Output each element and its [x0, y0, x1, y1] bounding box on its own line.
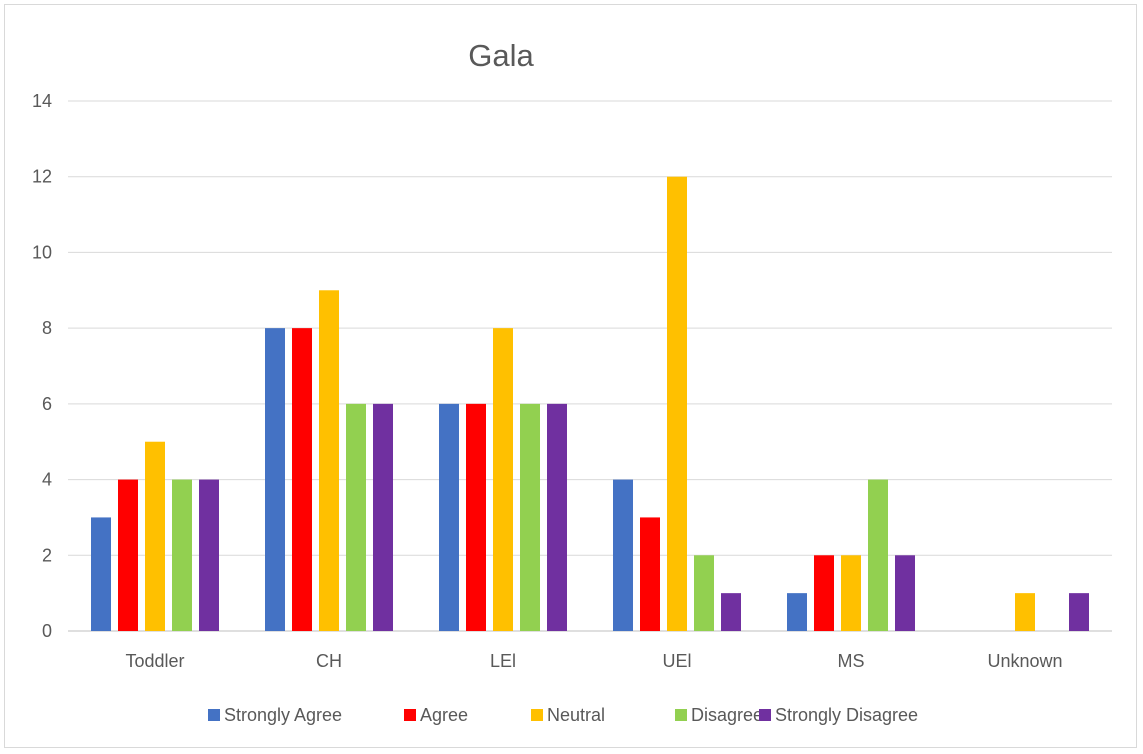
- legend-label: Neutral: [547, 705, 605, 725]
- legend-swatch: [208, 709, 220, 721]
- bar: [265, 328, 285, 631]
- legend-label: Disagree: [691, 705, 763, 725]
- gridlines: [68, 100, 1112, 632]
- bar: [466, 403, 486, 631]
- chart-title: Gala: [468, 38, 534, 73]
- x-tick-label: Unknown: [987, 651, 1062, 671]
- y-tick-label: 0: [42, 621, 52, 641]
- legend-label: Strongly Disagree: [775, 705, 918, 725]
- legend-label: Agree: [420, 705, 468, 725]
- x-tick-label: UEl: [662, 651, 691, 671]
- x-axis-ticks: Toddler CH LEl UEl MS Unknown: [125, 651, 1062, 671]
- y-tick-label: 4: [42, 470, 52, 490]
- x-tick-label: Toddler: [125, 651, 184, 671]
- bar: [520, 403, 540, 631]
- bar-chart: Gala 0 2 4 6 8 10 12 14 Toddler CH LEl UEl MS Unknow…: [32, 38, 1112, 725]
- bar: [172, 479, 192, 631]
- bar: [199, 479, 219, 631]
- legend-swatch: [531, 709, 543, 721]
- bar: [640, 517, 660, 631]
- bar: [814, 555, 834, 631]
- bar: [1069, 593, 1089, 631]
- bar: [868, 479, 888, 631]
- y-tick-label: 8: [42, 318, 52, 338]
- bar: [1015, 593, 1035, 631]
- bar: [694, 555, 714, 631]
- bar: [91, 517, 111, 631]
- x-tick-label: CH: [316, 651, 342, 671]
- bars: [91, 176, 1089, 631]
- legend-swatch: [404, 709, 416, 721]
- bar: [118, 479, 138, 631]
- bar: [613, 479, 633, 631]
- y-tick-label: 12: [32, 167, 52, 187]
- legend: Strongly Agree Agree Neutral Disagree Strong…: [208, 705, 918, 725]
- bar: [439, 403, 459, 631]
- bar: [895, 555, 915, 631]
- bar: [841, 555, 861, 631]
- chart-frame: Gala 0 2 4 6 8 10 12 14 Toddler CH LEl UEl MS Unknow…: [4, 4, 1137, 748]
- y-axis-ticks: 0 2 4 6 8 10 12 14: [32, 91, 52, 641]
- legend-swatch: [675, 709, 687, 721]
- bar: [346, 403, 366, 631]
- bar: [547, 403, 567, 631]
- legend-swatch: [759, 709, 771, 721]
- bar: [292, 328, 312, 631]
- bar: [667, 176, 687, 631]
- y-tick-label: 2: [42, 545, 52, 565]
- bar: [721, 593, 741, 631]
- bar: [319, 290, 339, 631]
- bar: [493, 328, 513, 631]
- y-tick-label: 10: [32, 242, 52, 262]
- x-tick-label: MS: [838, 651, 865, 671]
- y-tick-label: 14: [32, 91, 52, 111]
- x-tick-label: LEl: [490, 651, 516, 671]
- y-tick-label: 6: [42, 394, 52, 414]
- bar: [373, 403, 393, 631]
- bar: [145, 441, 165, 631]
- bar: [787, 593, 807, 631]
- legend-label: Strongly Agree: [224, 705, 342, 725]
